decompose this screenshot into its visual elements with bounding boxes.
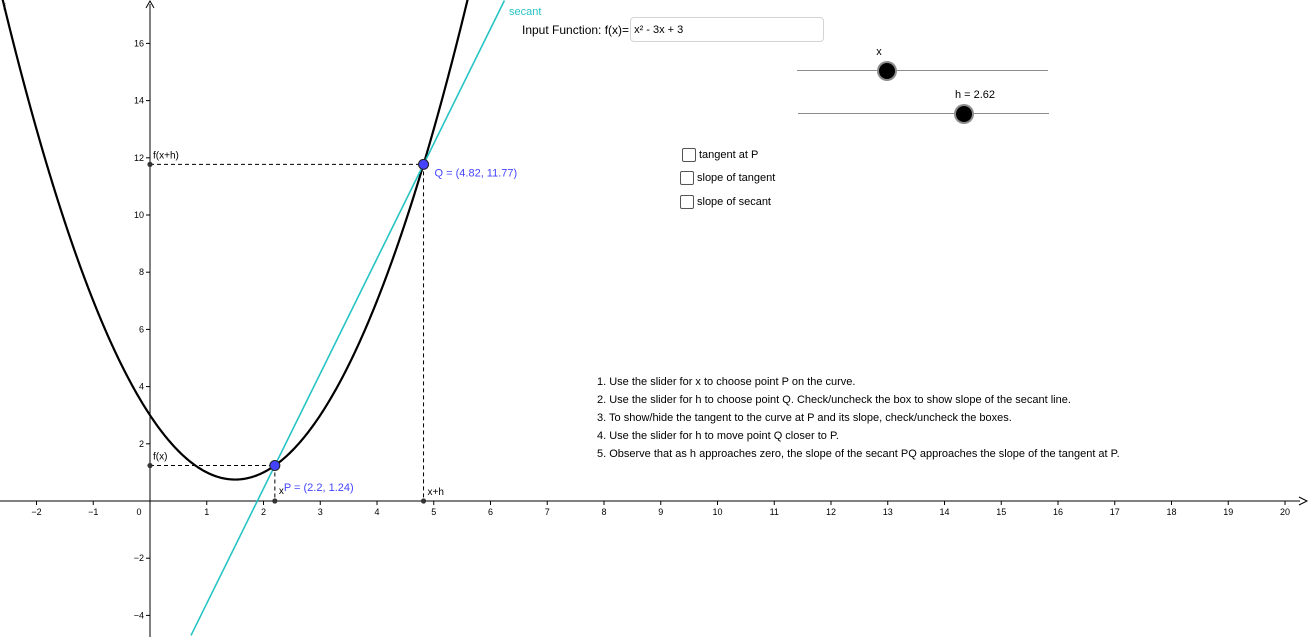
y-tick-label: 14 <box>134 96 144 106</box>
x-tick-label: 18 <box>1166 507 1176 517</box>
x-tick-label: 14 <box>939 507 949 517</box>
x-tick-label: 9 <box>658 507 663 517</box>
y-tick-label: 16 <box>134 38 144 48</box>
y-tick-label: 6 <box>139 324 144 334</box>
instruction-line: 5. Observe that as h approaches zero, th… <box>597 448 1120 460</box>
y-tick-label: 4 <box>139 382 144 392</box>
checkbox-slope-of-tangent[interactable]: slope of tangent <box>680 171 775 185</box>
fx-axis-dot <box>147 462 153 469</box>
x-tick-label: 0 <box>136 507 141 517</box>
x-tick-label: 20 <box>1280 507 1290 517</box>
instruction-line: 2. Use the slider for h to choose point … <box>597 394 1071 406</box>
x-label: x <box>279 486 284 497</box>
input-function-row: Input Function: f(x)= <box>522 17 825 42</box>
fx-label: f(x) <box>153 452 167 463</box>
instruction-line: 4. Use the slider for h to move point Q … <box>597 430 839 442</box>
point-p-label: P = (2.2, 1.24) <box>284 482 354 494</box>
checkbox-tangent-label: tangent at P <box>699 149 759 161</box>
x-tick-label: 4 <box>374 507 379 517</box>
checkbox-slope-secant-label: slope of secant <box>697 196 771 208</box>
x-tick-label: 10 <box>712 507 722 517</box>
y-axis-arrow <box>145 0 155 9</box>
checkbox-slope-of-secant[interactable]: slope of secant <box>680 195 771 209</box>
xh-label: x+h <box>428 487 444 498</box>
y-tick-label: 10 <box>134 210 144 220</box>
fxh-axis-dot <box>147 161 153 167</box>
checkbox-tangent-at-p[interactable]: tangent at P <box>682 148 758 162</box>
x-tick-label: 7 <box>545 507 550 517</box>
secant-label: secant <box>509 6 541 18</box>
x-axis-dot <box>272 498 278 504</box>
y-tick-label: 8 <box>139 267 144 277</box>
point-p <box>269 460 281 472</box>
y-tick-label: −4 <box>134 610 144 620</box>
slider-h-label: h = 2.62 <box>954 89 996 101</box>
points-and-labels: f(x) f(x+h) x x+h P = (2.2, 1.24) Q = (4.82, … <box>147 150 518 504</box>
instructions-text: 1. Use the slider for x to choose point … <box>597 374 1120 464</box>
x-tick-label: 2 <box>261 507 266 517</box>
y-tick-label: −2 <box>134 553 144 563</box>
instruction-line: 1. Use the slider for x to choose point … <box>597 376 856 388</box>
x-tick-label: 15 <box>996 507 1006 517</box>
checkbox-slope-secant-box[interactable] <box>680 195 694 209</box>
curves: secant <box>1 0 541 636</box>
y-tick-label: 12 <box>134 153 144 163</box>
x-tick-label: 5 <box>431 507 436 517</box>
checkbox-tangent-box[interactable] <box>682 148 696 162</box>
x-tick-label: 13 <box>883 507 893 517</box>
point-q-label: Q = (4.82, 11.77) <box>435 167 518 179</box>
x-tick-label: 8 <box>601 507 606 517</box>
instruction-line: 3. To show/hide the tangent to the curve… <box>597 412 1012 424</box>
secant-line <box>190 0 506 636</box>
x-tick-label: −2 <box>31 507 41 517</box>
slider-h[interactable] <box>798 104 1049 124</box>
x-tick-label: 12 <box>826 507 836 517</box>
function-curve <box>1 0 469 481</box>
x-tick-label: 19 <box>1223 507 1233 517</box>
x-tick-label: −1 <box>88 507 98 517</box>
x-axis-arrow <box>1298 496 1309 506</box>
input-function-field[interactable] <box>630 17 825 42</box>
point-q <box>418 158 430 170</box>
slider-x-knob[interactable] <box>879 63 895 79</box>
x-tick-label: 11 <box>770 507 779 517</box>
y-tick-label: 2 <box>139 439 144 449</box>
slider-x[interactable] <box>797 61 1048 81</box>
checkbox-slope-tangent-label: slope of tangent <box>697 172 776 184</box>
slider-x-track[interactable] <box>797 70 1048 71</box>
checkbox-slope-tangent-box[interactable] <box>680 171 694 185</box>
xh-axis-dot <box>420 498 427 504</box>
x-tick-label: 17 <box>1110 507 1120 517</box>
input-function-label: Input Function: f(x)= <box>522 22 630 37</box>
fxh-label: f(x+h) <box>153 150 179 161</box>
x-tick-label: 1 <box>204 507 209 517</box>
x-tick-label: 16 <box>1053 507 1063 517</box>
slider-h-knob[interactable] <box>956 106 972 122</box>
x-tick-label: 6 <box>488 507 493 517</box>
x-tick-label: 3 <box>318 507 323 517</box>
slider-h-track[interactable] <box>798 113 1049 114</box>
slider-x-label: x <box>876 46 882 58</box>
